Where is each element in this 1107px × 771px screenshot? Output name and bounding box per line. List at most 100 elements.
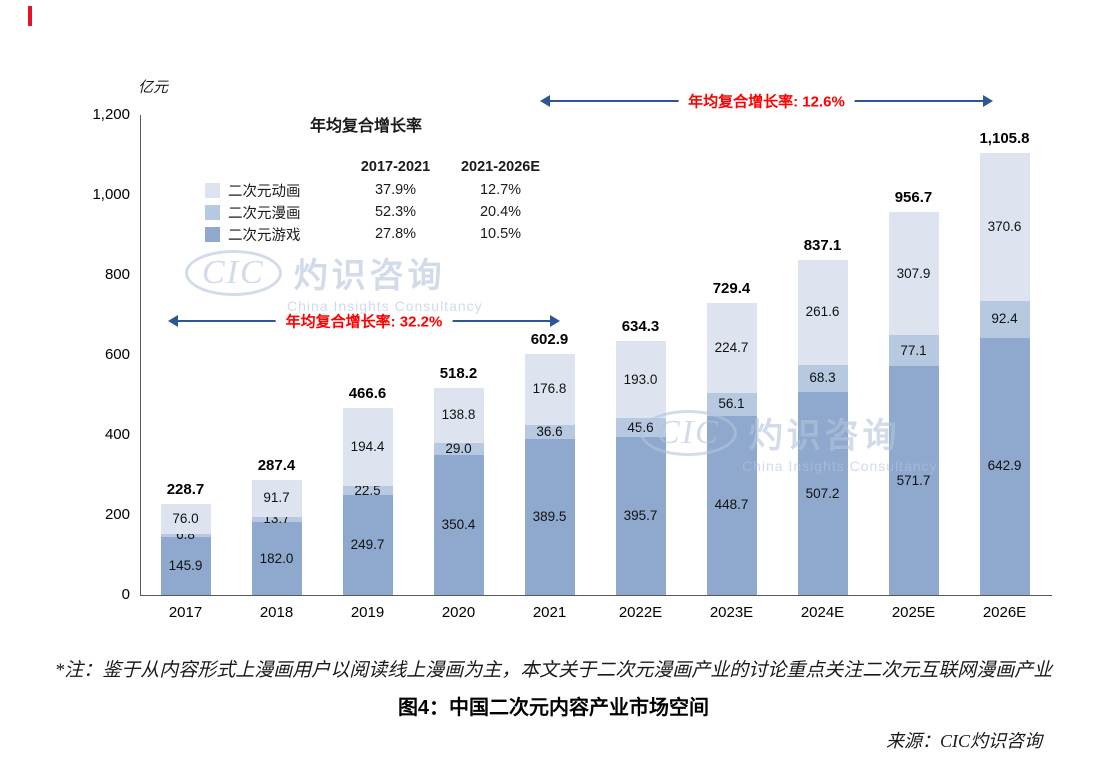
bar-value-label: 182.0: [259, 550, 294, 566]
figure-caption: 图4：中国二次元内容产业市场空间: [397, 697, 710, 719]
legend-header-row: 2017-2021 2021-2026E: [205, 155, 553, 179]
bar-value-label: 77.1: [900, 342, 927, 358]
y-axis-tick-label: 600: [104, 346, 130, 363]
bar-value-label: 350.4: [441, 516, 476, 532]
bar-segment-2023E: [706, 415, 757, 595]
bar-segment-2024E: [797, 392, 848, 595]
arrow-right-icon: [983, 95, 993, 107]
legend-title: 年均复合增长率: [310, 118, 423, 135]
x-axis-tick-label: 2025E: [891, 604, 936, 621]
legend-value: 52.3%: [374, 204, 417, 220]
bar-segment-2019: [342, 486, 393, 496]
legend-value: 20.4%: [479, 204, 522, 220]
bar-value-label: 36.6: [536, 423, 563, 439]
bar-total-label: 729.4: [712, 280, 751, 298]
x-axis-tick-label: 2023E: [709, 604, 754, 621]
bar-segment-2025E: [888, 212, 939, 336]
bar-segment-2022E: [615, 436, 666, 595]
bar-segment-2024E: [797, 364, 848, 393]
bar-total-label: 1,105.8: [979, 129, 1030, 147]
bar-segment-2025E: [888, 366, 939, 595]
bar-segment-2026E: [979, 152, 1030, 301]
bar-value-label: 29.0: [445, 441, 472, 457]
bar-value-label: 76.0: [172, 510, 199, 526]
legend-label: 二次元漫画: [228, 205, 301, 222]
cagr-annotation-2021-2026e: 年均复合增长率: 12.6%: [540, 90, 993, 112]
bar-value-label: 571.7: [896, 472, 931, 488]
bar-value-label: 507.2: [805, 485, 840, 501]
bar-total-label: 466.6: [348, 385, 387, 403]
x-axis-tick-label: 2026E: [982, 604, 1027, 621]
bar-value-label: 261.6: [805, 304, 840, 320]
red-cursor-mark: [28, 6, 32, 26]
watermark-row: CIC 灼识咨询: [185, 248, 483, 297]
legend-label: 二次元游戏: [228, 227, 301, 244]
legend-value: 37.9%: [374, 182, 417, 198]
bar-segment-2026E: [979, 337, 1030, 595]
x-axis-tick-label: 2019: [350, 604, 385, 621]
bar-value-label: 145.9: [168, 557, 203, 573]
y-axis-tick-label: 800: [104, 266, 130, 283]
bar-total-label: 634.3: [621, 318, 660, 336]
x-axis-tick-label: 2018: [259, 604, 294, 621]
source-label: 来源：CIC灼识咨询: [885, 731, 1042, 751]
bar-value-label: 22.5: [354, 482, 381, 498]
bar-segment-2017: [160, 533, 211, 537]
bar-value-label: 56.1: [718, 396, 745, 412]
legend: 2017-2021 2021-2026E 二次元动画 37.9% 12.7% 二…: [205, 155, 553, 245]
bar-segment-2018: [251, 522, 302, 595]
y-axis-tick-label: 200: [104, 506, 130, 523]
bar-segment-2026E: [979, 300, 1030, 338]
bar-value-label: 307.9: [896, 265, 931, 281]
bar-value-label: 91.7: [263, 490, 290, 506]
legend-value: 12.7%: [479, 182, 522, 198]
legend-value: 10.5%: [479, 226, 522, 242]
bar-total-label: 228.7: [166, 480, 205, 498]
bar-segment-2019: [342, 408, 393, 487]
bar-segment-2020: [433, 454, 484, 595]
x-axis-tick-label: 2020: [441, 604, 476, 621]
bar-segment-2021: [524, 353, 575, 425]
bar-value-label: 395.7: [623, 507, 658, 523]
bar-total-label: 837.1: [803, 237, 842, 255]
x-axis-tick-label: 2024E: [800, 604, 845, 621]
legend-col-2021-2026e: 2021-2026E: [460, 159, 540, 175]
bar-value-label: 224.7: [714, 340, 749, 356]
cagr-text: 年均复合增长率: 32.2%: [275, 310, 453, 332]
arrow-left-icon: [540, 95, 550, 107]
x-axis-tick-label: 2022E: [618, 604, 663, 621]
x-axis-tick-label: 2017: [168, 604, 203, 621]
y-axis-tick-label: 1,200: [92, 106, 130, 123]
y-axis-unit-label: 亿元: [138, 80, 169, 96]
legend-value: 27.8%: [374, 226, 417, 242]
bar-total-label: 602.9: [530, 330, 569, 348]
bar-total-label: 287.4: [257, 457, 296, 475]
cic-logo-icon: CIC: [185, 249, 282, 296]
bar-segment-2021: [524, 424, 575, 440]
y-axis-tick-label: 0: [121, 586, 130, 603]
bar-segment-2022E: [615, 341, 666, 419]
cic-watermark: CIC 灼识咨询 China Insights Consultancy: [185, 248, 483, 314]
bar-value-label: 138.8: [441, 407, 476, 423]
bar-value-label: 642.9: [987, 458, 1022, 474]
bar-segment-2017: [160, 503, 211, 534]
legend-row-games: 二次元游戏 27.8% 10.5%: [205, 223, 553, 245]
bar-value-label: 193.0: [623, 371, 658, 387]
bar-value-label: 389.5: [532, 509, 567, 525]
bar-value-label: 194.4: [350, 439, 385, 455]
y-axis-tick-label: 1,000: [92, 186, 130, 203]
bar-segment-2020: [433, 443, 484, 455]
bar-value-label: 68.3: [809, 370, 836, 386]
watermark-name: 灼识咨询: [293, 257, 446, 295]
bar-total-label: 518.2: [439, 364, 478, 382]
bar-total-label: 956.7: [894, 189, 933, 207]
bar-segment-2018: [251, 516, 302, 523]
cagr-annotation-2017-2021: 年均复合增长率: 32.2%: [168, 310, 560, 332]
arrow-right-icon: [550, 315, 560, 327]
footnote: *注：鉴于从内容形式上漫画用户以阅读线上漫画为主，本文关于二次元漫画产业的讨论重…: [54, 660, 1053, 681]
bar-segment-2023E: [706, 303, 757, 394]
legend-row-animation: 二次元动画 37.9% 12.7%: [205, 179, 553, 201]
bar-segment-2018: [251, 480, 302, 517]
bar-value-label: 176.8: [532, 381, 567, 397]
